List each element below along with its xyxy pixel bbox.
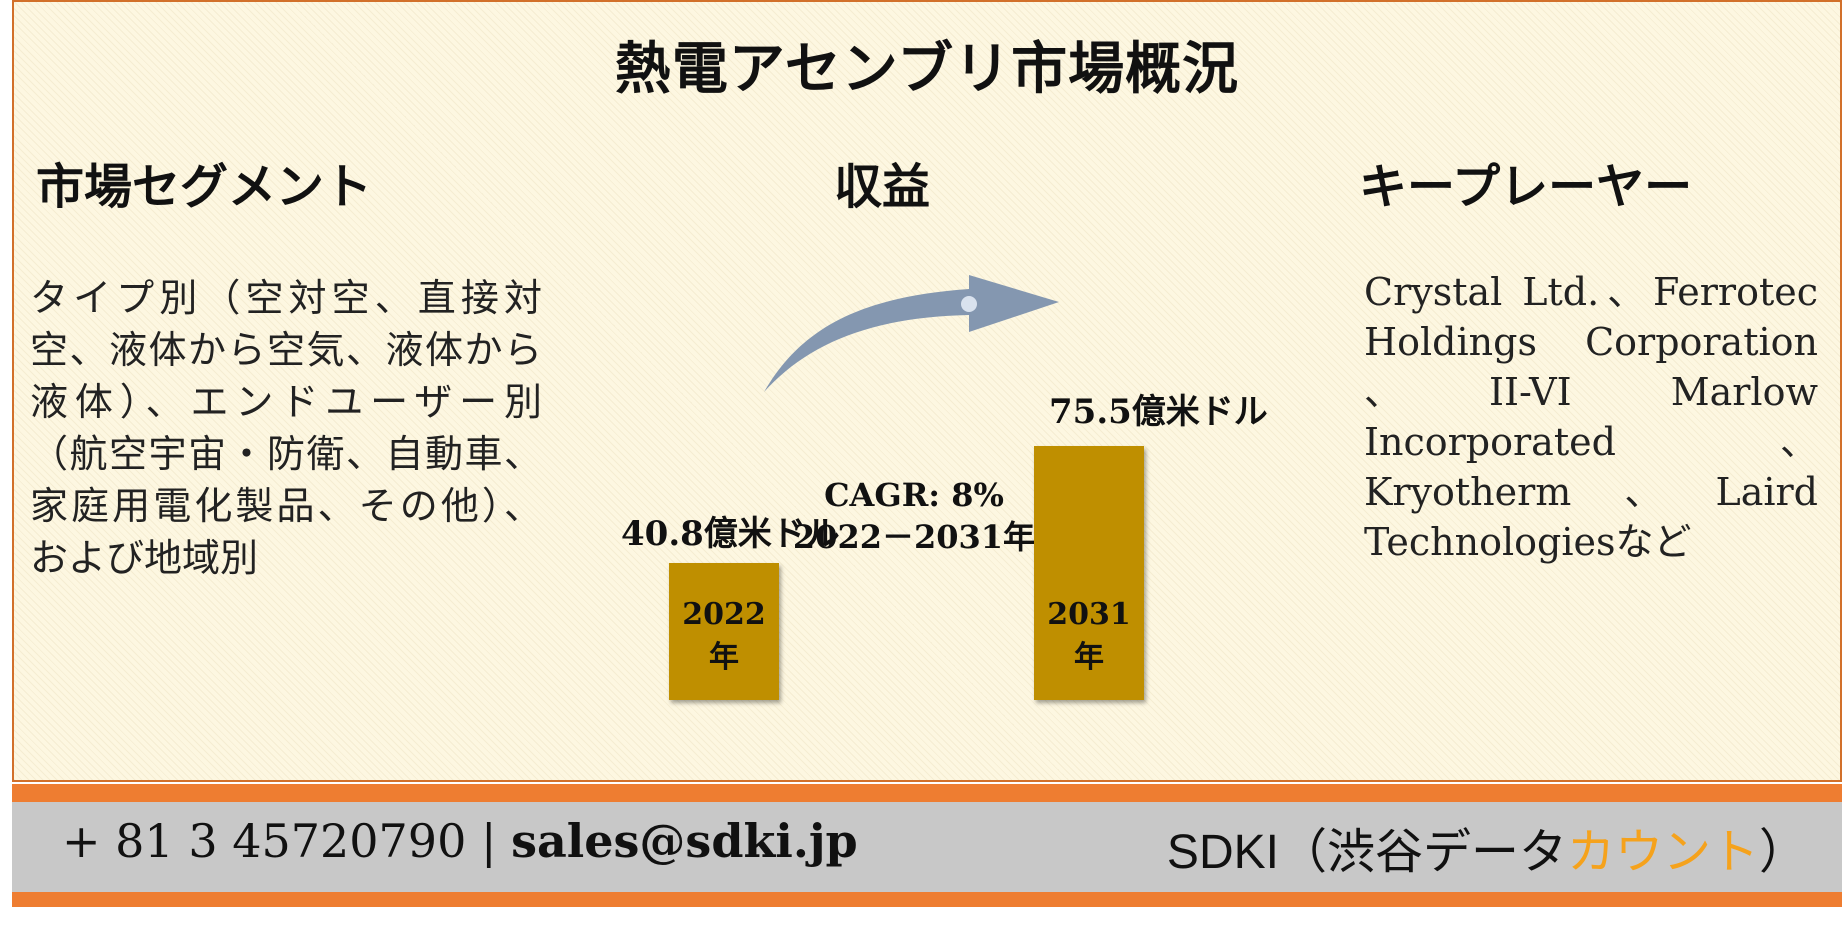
brand-name: SDKI（渋谷データカウント）	[1167, 812, 1807, 882]
segments-heading: 市場セグメント	[36, 159, 373, 215]
brand-prefix: SDKI（渋谷データ	[1166, 826, 1567, 879]
phone-number: + 81 3 45720790	[62, 814, 467, 868]
bar-category-label: 2022年	[682, 596, 766, 675]
cagr-annotation: CAGR: 8% 2022－2031年	[784, 474, 1044, 558]
brand-suffix: ）	[1758, 826, 1807, 879]
revenue-heading: 収益	[834, 159, 931, 215]
footer-top-band	[12, 784, 1842, 802]
main-panel: 熱電アセンブリ市場概況 市場セグメント 収益 キープレーヤー タイプ別（空対空、…	[12, 0, 1842, 782]
players-text: Crystal Ltd.、Ferrotec Holdings Corporati…	[1364, 270, 1818, 564]
players-heading: キープレーヤー	[1359, 159, 1693, 215]
bar-category-label: 2031年	[1047, 596, 1131, 675]
cagr-value: CAGR: 8%	[824, 476, 1004, 514]
email-link[interactable]: sales@sdki.jp	[511, 814, 858, 868]
bar-value-label: 75.5億米ドル	[1049, 391, 1268, 432]
page-title: 熱電アセンブリ市場概況	[614, 36, 1240, 102]
contact-info: + 81 3 45720790 | sales@sdki.jp	[62, 814, 858, 868]
cagr-period: 2022－2031年	[792, 518, 1036, 556]
brand-accent: カウント	[1566, 826, 1759, 879]
bar-2031年: 2031年	[1034, 445, 1144, 700]
footer-panel	[12, 802, 1842, 892]
footer-bottom-band	[12, 892, 1842, 907]
bar-value-label: 40.8億米ドル	[621, 513, 840, 554]
contact-separator: |	[480, 814, 497, 868]
bar-2022年: 2022年	[669, 562, 779, 700]
segments-text: タイプ別（空対空、直接対空、液体から空気、液体から液体）、エンドユーザー別（航空…	[30, 276, 542, 580]
growth-arrow-icon	[764, 275, 1059, 392]
